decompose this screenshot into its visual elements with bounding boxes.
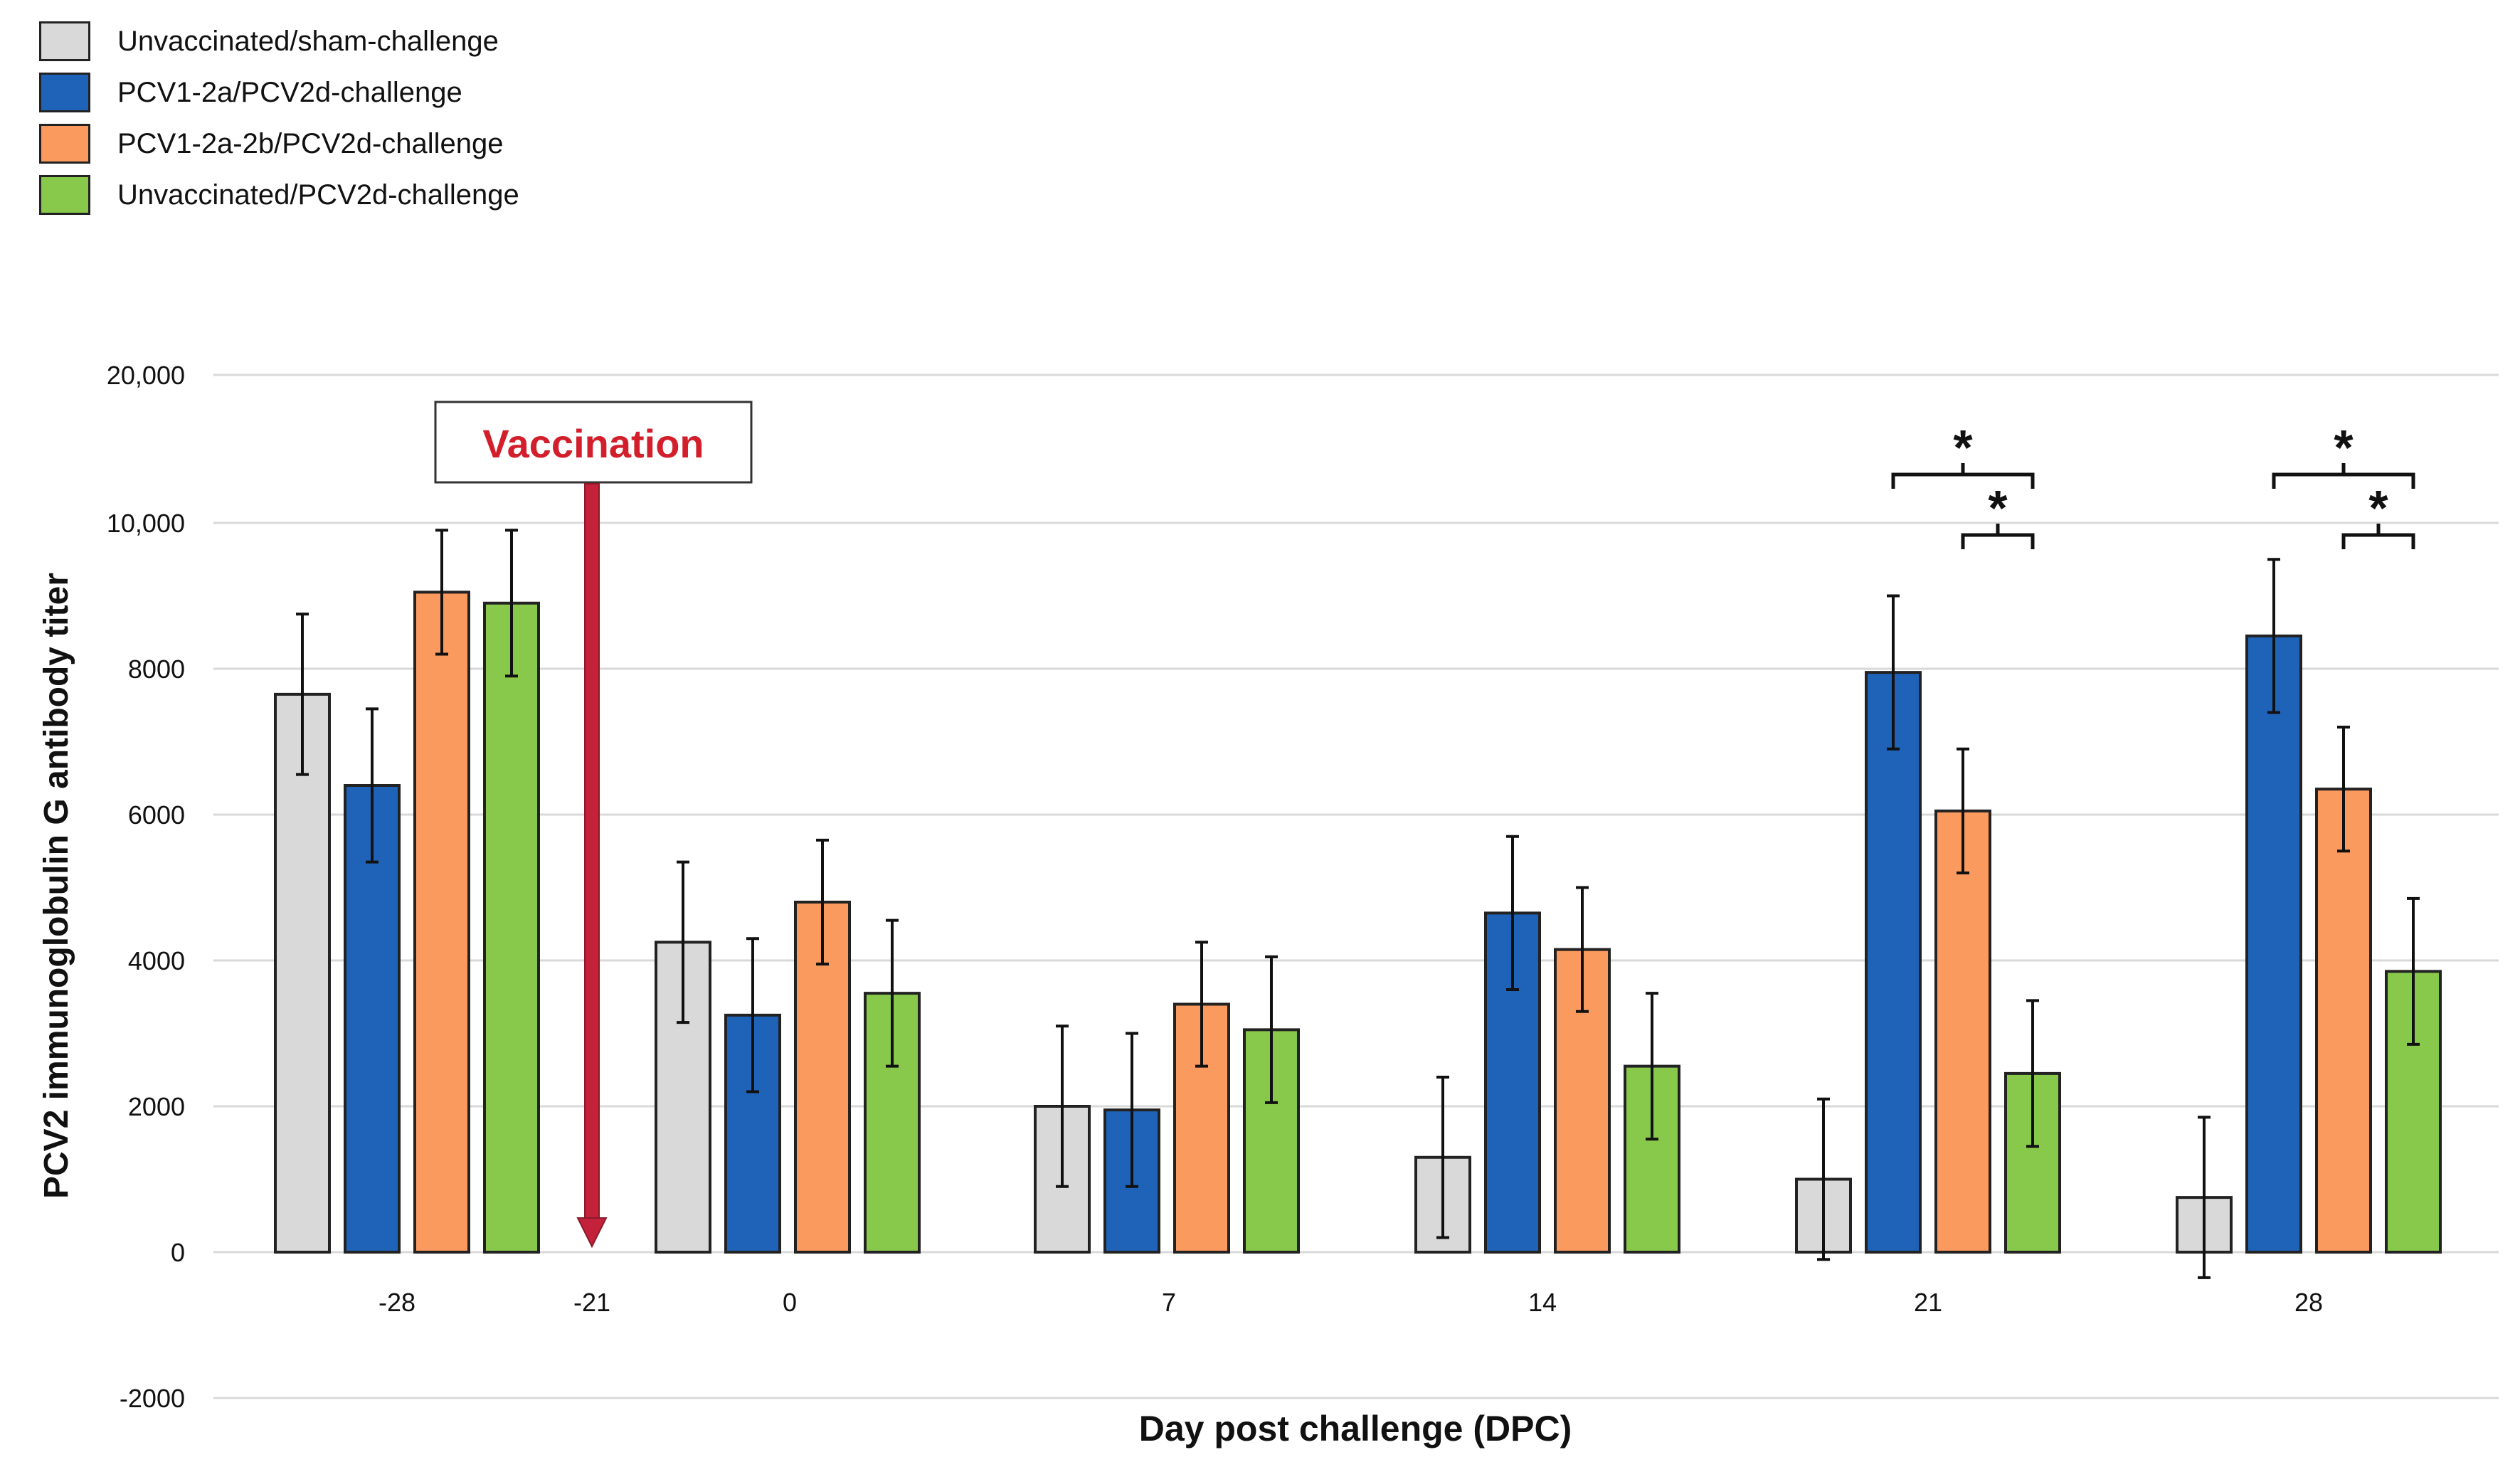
bar: [413, 590, 470, 1254]
legend-item: Unvaccinated/PCV2d-challenge: [39, 169, 519, 221]
error-bar: [2337, 726, 2350, 853]
x-tick-label: 7: [1162, 1288, 1176, 1317]
vaccination-box: [434, 401, 753, 484]
vaccination-annotation: Vaccination: [434, 401, 753, 1249]
legend-swatch-pcv1-2a: [39, 73, 90, 112]
x-tick-label: -28: [378, 1288, 415, 1317]
y-tick-label: 6000: [128, 800, 185, 830]
error-bar: [1506, 835, 1519, 991]
legend-item: PCV1-2a/PCV2d-challenge: [39, 67, 519, 118]
error-bar: [1576, 886, 1589, 1013]
bar: [1934, 809, 1991, 1254]
error-bar: [1436, 1076, 1449, 1239]
significance-bracket: *: [1891, 420, 2035, 489]
y-tick-label: 4000: [128, 946, 185, 975]
legend-item: Unvaccinated/sham-challenge: [39, 16, 519, 67]
y-tick-label: -2000: [120, 1384, 185, 1413]
error-bar: [435, 529, 448, 656]
legend-label: Unvaccinated/PCV2d-challenge: [117, 179, 519, 211]
legend-item: PCV1-2a-2b/PCV2d-challenge: [39, 118, 519, 169]
vaccination-arrow-shaft: [584, 483, 600, 1224]
error-bar: [1957, 747, 1969, 874]
x-axis-ticks: -28 -21 0 7 14 21 28: [378, 1288, 2323, 1317]
error-bar: [1056, 1024, 1069, 1188]
legend-swatch-pcv1-2a-2b: [39, 124, 90, 164]
legend-swatch-unvaccinated-pcv2d: [39, 175, 90, 215]
bar: [483, 601, 540, 1254]
significance-markers: * * * *: [1891, 420, 2415, 549]
x-tick-label: -21: [573, 1288, 610, 1317]
error-bar: [1126, 1032, 1138, 1188]
error-bar: [677, 860, 689, 1024]
gridlines: [213, 374, 2499, 1399]
bar: [2385, 970, 2442, 1254]
error-bar: [2267, 558, 2280, 714]
error-bar: [2198, 1116, 2211, 1279]
vaccination-label: Vaccination: [482, 421, 704, 466]
y-tick-label: 0: [171, 1238, 185, 1267]
significance-bracket: *: [2272, 420, 2415, 489]
significance-star: *: [1953, 420, 1973, 475]
error-bars: [296, 529, 2420, 1279]
error-bar: [2407, 896, 2420, 1046]
error-bar: [366, 707, 378, 864]
y-axis-ticks: -2000 0 2000 4000 6000 8000 10,000 20,000: [107, 361, 185, 1413]
y-axis-label: PCV2 immunoglobulin G antibody titer: [38, 573, 75, 1199]
significance-bracket: *: [2341, 480, 2415, 549]
error-bar: [816, 838, 829, 966]
legend-label: Unvaccinated/sham-challenge: [117, 25, 499, 57]
x-axis-label: Day post challenge (DPC): [1139, 1409, 1572, 1449]
significance-bracket: *: [1961, 480, 2035, 549]
x-tick-label: 21: [1914, 1288, 1942, 1317]
legend-label: PCV1-2a/PCV2d-challenge: [117, 76, 462, 108]
legend: Unvaccinated/sham-challenge PCV1-2a/PCV2…: [39, 16, 519, 221]
legend-label: PCV1-2a-2b/PCV2d-challenge: [117, 127, 504, 159]
error-bar: [2026, 999, 2039, 1148]
bar: [2245, 634, 2302, 1254]
x-tick-label: 14: [1528, 1288, 1557, 1317]
x-tick-label: 0: [783, 1288, 797, 1317]
significance-star: *: [1988, 480, 2008, 536]
legend-swatch-sham: [39, 21, 90, 61]
bar: [1865, 671, 1922, 1254]
error-bar: [505, 529, 518, 678]
error-bar: [1265, 955, 1278, 1104]
bars: [274, 590, 2442, 1254]
error-bar: [1887, 594, 1900, 751]
bar: [2315, 788, 2372, 1254]
bar: [274, 692, 331, 1254]
y-tick-label: 10,000: [107, 509, 185, 538]
significance-star: *: [2368, 480, 2388, 536]
error-bar: [1646, 992, 1658, 1141]
error-bar: [886, 918, 899, 1068]
y-tick-label: 2000: [128, 1092, 185, 1121]
vaccination-arrow-head: [576, 1217, 608, 1249]
error-bar: [1817, 1097, 1830, 1261]
bar: [655, 941, 711, 1254]
error-bar: [1195, 941, 1208, 1068]
error-bar: [296, 613, 309, 776]
x-tick-label: 28: [2294, 1288, 2323, 1317]
y-tick-label: 20,000: [107, 361, 185, 390]
y-tick-label: 8000: [128, 655, 185, 684]
significance-star: *: [2334, 420, 2354, 475]
error-bar: [746, 937, 759, 1093]
